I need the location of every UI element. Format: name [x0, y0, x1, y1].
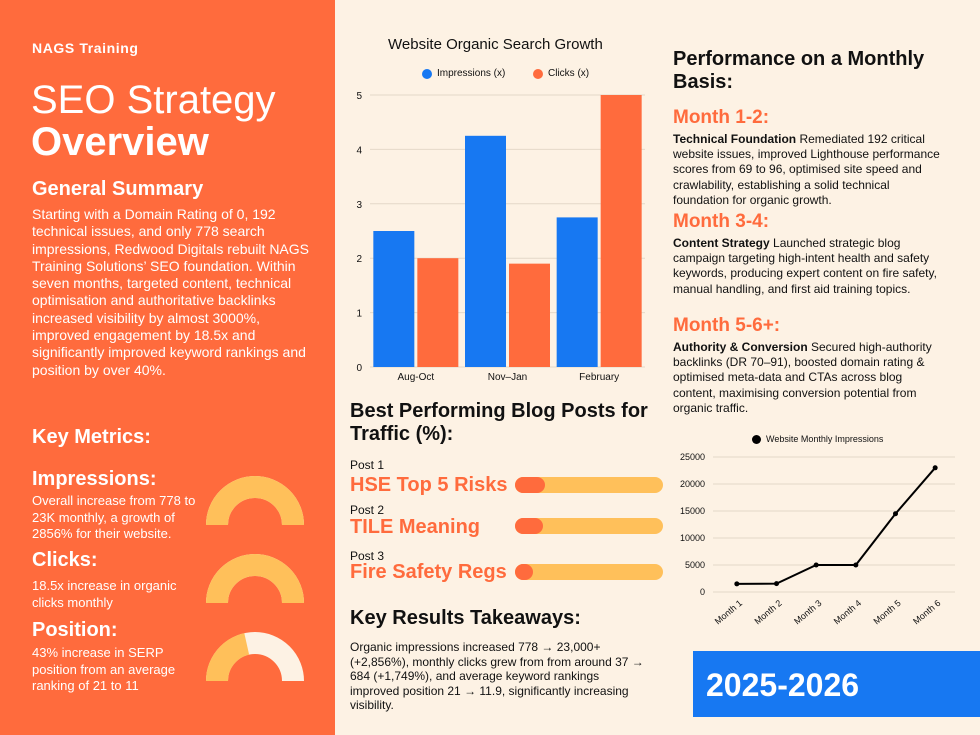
- month-bold: Technical Foundation: [673, 132, 797, 146]
- month-text: Content Strategy Launched strategic blog…: [673, 236, 943, 297]
- summary-text: Starting with a Domain Rating of 0, 192 …: [32, 206, 309, 378]
- post-traffic-bar: [515, 477, 663, 493]
- bar-legend-impressions: Impressions (x): [422, 68, 505, 79]
- y-tick-label: 25000: [680, 452, 705, 462]
- x-tick-label: Month 6: [911, 598, 942, 627]
- post-traffic-fill: [515, 518, 544, 534]
- month-body: Remediated 192 critical website issues, …: [673, 132, 940, 207]
- post-title: Fire Safety Regs: [350, 561, 507, 583]
- post-label: Post 1: [350, 458, 385, 472]
- bar: [600, 95, 642, 367]
- series-line: [736, 467, 936, 585]
- x-tick-label: Month 5: [871, 598, 902, 627]
- x-tick-label: Month 4: [832, 598, 863, 627]
- month-heading: Month 5-6+:: [673, 315, 781, 336]
- month-heading: Month 1-2:: [673, 107, 770, 128]
- impressions-gauge: [206, 476, 304, 526]
- line-legend: Website Monthly Impressions: [752, 434, 883, 444]
- y-tick-label: 0: [356, 363, 362, 374]
- impressions-text: Overall increase from 778 to 23K monthly…: [32, 493, 196, 541]
- position-gauge: [206, 632, 304, 682]
- x-tick-label: Aug-Oct: [397, 372, 434, 383]
- clicks-gauge: [206, 554, 304, 604]
- clicks-heading: Clicks:: [32, 549, 98, 571]
- bar-chart: 0 1 2 3 4 5 Aug-Oct Nov–Jan February: [356, 91, 645, 383]
- x-tick-label: Nov–Jan: [488, 372, 527, 383]
- month-heading: Month 3-4:: [673, 211, 770, 232]
- legend-swatch: [752, 434, 761, 444]
- bar: [465, 135, 506, 367]
- gauge-fill: [206, 554, 304, 604]
- post-traffic-bar: [515, 518, 663, 534]
- x-tick-label: Month 1: [713, 598, 744, 627]
- bar: [556, 217, 598, 367]
- data-point: [932, 465, 938, 471]
- legend-swatch: [533, 68, 543, 79]
- y-tick-label: 2: [356, 254, 362, 265]
- month-text: Authority & Conversion Secured high-auth…: [673, 340, 943, 416]
- y-tick-label: 20000: [680, 479, 705, 489]
- post-traffic-bar: [515, 564, 663, 580]
- x-tick-label: February: [579, 372, 619, 383]
- month-bold: Content Strategy: [673, 236, 770, 250]
- position-text: 43% increase in SERP position from an av…: [32, 645, 176, 693]
- month-body: Launched strategic blog campaign targeti…: [673, 236, 937, 296]
- post-traffic-fill: [515, 564, 533, 580]
- clicks-text: 18.5x increase in organic clicks monthly: [32, 578, 177, 610]
- page-title-line2: Overview: [31, 120, 209, 164]
- bar: [417, 258, 459, 367]
- post-label: Post 3: [350, 549, 385, 563]
- legend-label: Clicks (x): [548, 68, 590, 79]
- bar-chart-title: Website Organic Search Growth: [388, 36, 603, 53]
- year-badge: 2025-2026: [693, 651, 980, 717]
- x-tick-label: Month 3: [792, 598, 823, 627]
- legend-label: Impressions (x): [437, 68, 506, 79]
- performance-heading: Performance on a Monthly Basis:: [673, 48, 925, 93]
- year-label: 2025-2026: [706, 667, 860, 703]
- bar-legend-clicks: Clicks (x): [533, 68, 589, 79]
- y-tick-label: 5000: [685, 560, 705, 570]
- position-heading: Position:: [32, 619, 118, 641]
- y-tick-label: 15000: [680, 506, 705, 516]
- y-tick-label: 10000: [680, 533, 705, 543]
- bar: [509, 263, 550, 367]
- post-label: Post 2: [350, 503, 385, 517]
- data-point: [853, 562, 859, 568]
- impressions-heading: Impressions:: [32, 468, 157, 490]
- legend-swatch: [422, 68, 432, 79]
- post-title: TILE Meaning: [350, 516, 480, 538]
- left-panel: [0, 0, 335, 735]
- y-tick-label: 4: [356, 145, 362, 156]
- x-tick-label: Month 2: [752, 598, 783, 627]
- takeaways-heading: Key Results Takeaways:: [350, 607, 581, 629]
- takeaways-text: Organic impressions increased 778 → 23,0…: [350, 640, 644, 713]
- month-bold: Authority & Conversion: [673, 340, 808, 354]
- y-tick-label: 5: [356, 91, 362, 102]
- gauge-fill: [206, 476, 304, 526]
- page-title-line1: SEO Strategy: [31, 78, 276, 122]
- data-point: [734, 581, 740, 587]
- bar: [373, 231, 415, 367]
- y-tick-label: 3: [356, 200, 362, 211]
- metrics-heading: Key Metrics:: [32, 426, 151, 448]
- post-traffic-fill: [515, 477, 545, 493]
- month-text: Technical Foundation Remediated 192 crit…: [673, 132, 943, 208]
- legend-label: Website Monthly Impressions: [766, 434, 884, 444]
- line-chart: 0 5000 10000 15000 20000 25000 Month 1 Month 2 M…: [680, 452, 955, 627]
- brand-name: NAGS Training: [32, 40, 139, 56]
- month-body: Secured high-authority backlinks (DR 70–…: [673, 340, 932, 415]
- gauge-fill: [206, 633, 250, 682]
- data-point: [774, 581, 779, 587]
- y-tick-label: 0: [700, 587, 705, 597]
- blog-heading: Best Performing Blog Posts for Traffic (…: [350, 400, 648, 445]
- summary-heading: General Summary: [32, 178, 204, 200]
- post-title: HSE Top 5 Risks: [350, 474, 508, 496]
- y-tick-label: 1: [356, 309, 362, 320]
- data-point: [893, 511, 898, 517]
- data-point: [813, 562, 819, 568]
